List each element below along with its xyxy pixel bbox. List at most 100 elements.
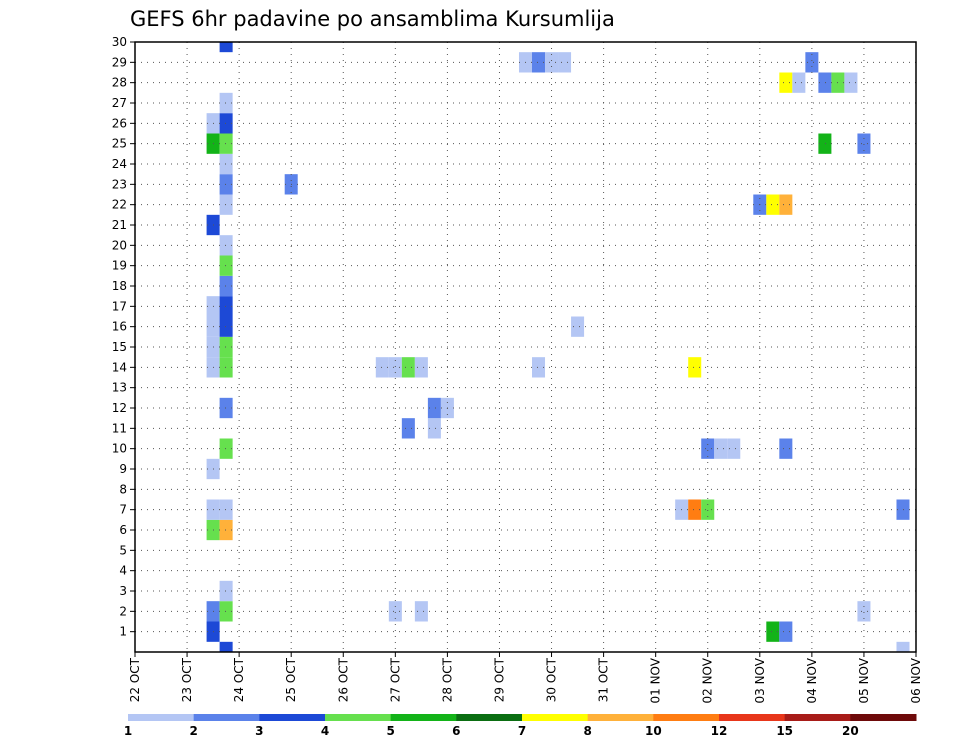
heatmap-cell bbox=[571, 316, 585, 337]
y-tick-label: 1 bbox=[119, 625, 127, 639]
y-tick-label: 18 bbox=[112, 279, 127, 293]
legend-swatch bbox=[587, 714, 654, 721]
x-tick-label: 06 NOV bbox=[909, 657, 923, 703]
heatmap-cell bbox=[219, 255, 233, 276]
legend-label: 12 bbox=[711, 724, 728, 738]
heatmap-cell bbox=[779, 438, 793, 459]
heatmap-cell bbox=[766, 621, 780, 642]
heatmap-cell bbox=[857, 133, 871, 154]
heatmap-cell bbox=[844, 72, 858, 93]
legend-swatch bbox=[390, 714, 457, 721]
x-tick-label: 25 OCT bbox=[284, 657, 298, 702]
y-tick-label: 25 bbox=[112, 137, 127, 151]
legend-swatch bbox=[522, 714, 589, 721]
heatmap-cell bbox=[805, 52, 819, 73]
legend-swatch bbox=[193, 714, 260, 721]
legend-label: 5 bbox=[386, 724, 394, 738]
heatmap-cell bbox=[219, 153, 233, 175]
y-tick-label: 3 bbox=[119, 584, 127, 598]
x-tick-label: 23 OCT bbox=[180, 657, 194, 702]
heatmap-cell bbox=[219, 235, 233, 256]
y-tick-label: 26 bbox=[112, 116, 127, 130]
heatmap-cell bbox=[219, 336, 233, 358]
heatmap-cell bbox=[688, 499, 702, 520]
legend-label: 4 bbox=[321, 724, 329, 738]
heatmap-cell bbox=[779, 194, 793, 215]
x-tick-label: 26 OCT bbox=[336, 657, 350, 702]
legend-label: 15 bbox=[776, 724, 793, 738]
x-tick-label: 03 NOV bbox=[753, 657, 767, 703]
heatmap-cell bbox=[219, 296, 233, 317]
heatmap-cell bbox=[219, 42, 233, 53]
heatmap-cell bbox=[219, 499, 233, 520]
y-tick-label: 20 bbox=[112, 238, 127, 252]
heatmap-cell bbox=[401, 357, 415, 378]
heatmap-cells bbox=[206, 42, 910, 652]
y-tick-label: 28 bbox=[112, 76, 127, 90]
y-tick-label: 8 bbox=[119, 482, 127, 496]
y-tick-label: 24 bbox=[112, 157, 127, 171]
heatmap-cell bbox=[375, 357, 389, 378]
heatmap-cell bbox=[219, 357, 233, 378]
legend-label: 3 bbox=[255, 724, 263, 738]
heatmap-cell bbox=[688, 357, 702, 378]
legend-swatch bbox=[719, 714, 786, 721]
y-tick-label: 15 bbox=[112, 340, 127, 354]
y-tick-label: 23 bbox=[112, 177, 127, 191]
grid-lines bbox=[135, 42, 916, 652]
y-tick-label: 16 bbox=[112, 320, 127, 334]
heatmap-cell bbox=[532, 52, 546, 73]
y-tick-label: 12 bbox=[112, 401, 127, 415]
heatmap-cell bbox=[219, 641, 233, 652]
x-axis: 22 OCT 23 OCT 24 OCT 25 OCT 26 OCT 27 OCT 28 O… bbox=[128, 652, 923, 704]
x-tick-label: 31 OCT bbox=[597, 657, 611, 702]
heatmap-cell bbox=[219, 113, 233, 134]
heatmap-cell bbox=[219, 438, 233, 459]
y-tick-label: 19 bbox=[112, 259, 127, 273]
legend-label: 6 bbox=[452, 724, 460, 738]
y-tick-label: 6 bbox=[119, 523, 127, 537]
y-axis: 1234567891011121314151617181920212223242… bbox=[112, 35, 135, 639]
heatmap-cell bbox=[427, 418, 441, 439]
heatmap-cell bbox=[219, 275, 233, 297]
legend-label: 2 bbox=[189, 724, 197, 738]
heatmap-cell bbox=[219, 519, 233, 541]
heatmap-cell bbox=[701, 499, 715, 520]
x-tick-label: 22 OCT bbox=[128, 657, 142, 702]
heatmap-cell bbox=[818, 133, 832, 154]
heatmap-cell bbox=[219, 397, 233, 419]
heatmap-cell bbox=[219, 580, 233, 602]
y-tick-label: 22 bbox=[112, 198, 127, 212]
y-tick-label: 30 bbox=[112, 35, 127, 49]
y-tick-label: 9 bbox=[119, 462, 127, 476]
heatmap-cell bbox=[792, 72, 806, 93]
legend-label: 1 bbox=[124, 724, 132, 738]
legend-swatch bbox=[325, 714, 392, 721]
x-tick-label: 02 NOV bbox=[701, 657, 715, 703]
color-legend: 1 2 3 4 5 6 7 8 10 12 15 20 bbox=[124, 714, 917, 738]
heatmap-cell bbox=[714, 438, 728, 459]
heatmap-cell bbox=[219, 174, 233, 195]
x-tick-label: 04 NOV bbox=[805, 657, 819, 703]
legend-swatch bbox=[653, 714, 720, 721]
y-tick-label: 10 bbox=[112, 442, 127, 456]
y-tick-label: 17 bbox=[112, 299, 127, 313]
heatmap-cell bbox=[727, 438, 741, 459]
heatmap-cell bbox=[545, 52, 559, 73]
heatmap-cell bbox=[219, 194, 233, 215]
heatmap-cell bbox=[401, 418, 415, 439]
x-tick-label: 30 OCT bbox=[545, 657, 559, 702]
heatmap-cell bbox=[414, 357, 428, 378]
y-tick-label: 27 bbox=[112, 96, 127, 110]
heatmap-cell bbox=[414, 601, 428, 622]
heatmap-cell bbox=[388, 601, 402, 622]
legend-swatch bbox=[850, 714, 917, 721]
legend-swatch bbox=[456, 714, 523, 721]
y-tick-label: 13 bbox=[112, 381, 127, 395]
heatmap-cell bbox=[427, 397, 441, 419]
x-tick-label: 28 OCT bbox=[440, 657, 454, 702]
legend-swatch bbox=[259, 714, 326, 721]
heatmap-cell bbox=[219, 133, 233, 154]
legend-label: 10 bbox=[645, 724, 662, 738]
